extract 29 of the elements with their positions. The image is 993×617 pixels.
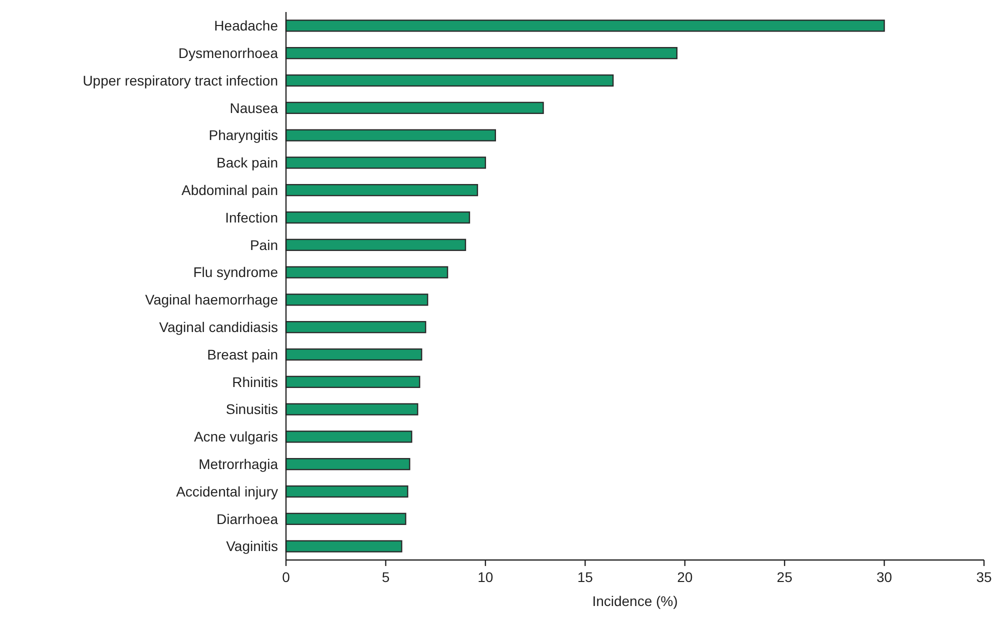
y-tick-label: Metrorrhagia (198, 456, 278, 472)
y-tick-label: Infection (225, 209, 278, 226)
y-tick-label: Upper respiratory tract infection (82, 72, 278, 88)
y-tick-label: Sinusitis (226, 401, 278, 418)
x-tick-label: 25 (776, 569, 793, 585)
y-tick-label: Dysmenorrhoea (178, 45, 278, 61)
y-tick-label: Flu syndrome (193, 264, 278, 280)
y-tick-label: Diarrhoea (216, 510, 278, 527)
y-tick-label: Pharyngitis (208, 127, 278, 144)
x-axis-title: Incidence (%) (592, 593, 678, 609)
y-tick-label: Accidental injury (176, 483, 278, 500)
y-tick-label: Nausea (230, 100, 278, 116)
x-tick-label: 10 (478, 569, 494, 585)
y-tick-label: Vaginitis (226, 538, 278, 554)
y-tick-label: Vaginal haemorrhage (145, 292, 278, 308)
y-tick-label: Headache (214, 18, 278, 34)
x-tick-label: 0 (282, 569, 290, 585)
x-tick-label: 15 (577, 569, 594, 585)
y-tick-label: Breast pain (207, 346, 278, 362)
y-tick-label: Back pain (216, 154, 278, 171)
y-tick-label: Pain (250, 236, 278, 253)
y-tick-label: Vaginal candidiasis (159, 319, 278, 335)
y-tick-label: Acne vulgaris (194, 428, 278, 445)
y-tick-label: Rhinitis (232, 374, 278, 390)
x-tick-label: 20 (677, 569, 693, 585)
y-tick-label: Abdominal pain (181, 182, 278, 198)
x-tick-label: 5 (382, 569, 390, 585)
x-tick-label: 30 (876, 569, 892, 585)
x-tick-label: 35 (976, 569, 992, 585)
